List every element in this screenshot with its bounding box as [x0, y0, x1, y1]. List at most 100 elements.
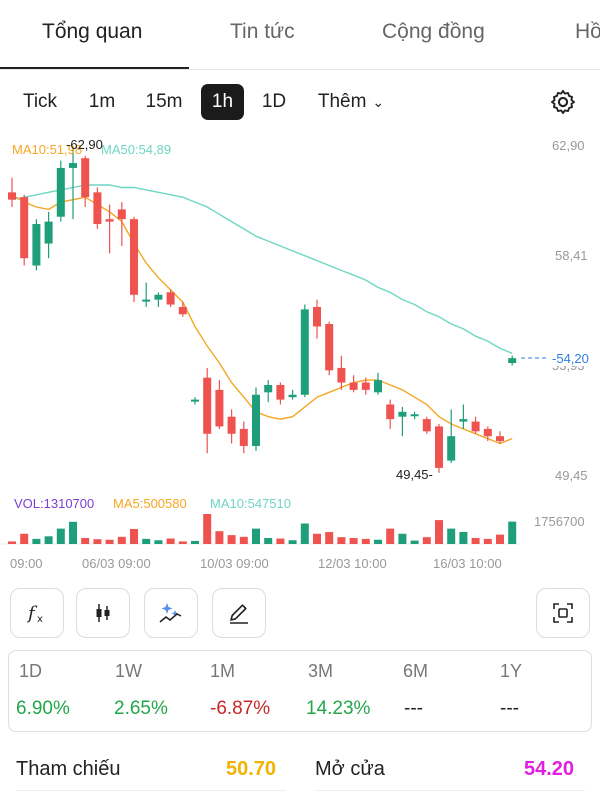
candle: [422, 416, 431, 434]
drawing-tool-button[interactable]: [212, 588, 266, 638]
ai-analysis-button[interactable]: [144, 588, 198, 638]
candle: [435, 424, 443, 473]
candle: [471, 416, 480, 434]
period-label: 1W: [115, 661, 142, 681]
candle-body: [508, 358, 517, 364]
open-price-label: Mở cửa: [315, 758, 385, 780]
volume-bar: [69, 521, 77, 544]
function-icon: f x: [26, 603, 43, 625]
volume-bar: [117, 536, 126, 544]
candle-body: [203, 377, 212, 434]
candle-body: [191, 399, 199, 402]
candle: [166, 289, 175, 307]
candle-body: [422, 419, 431, 432]
candle: [325, 321, 334, 376]
volume-bar: [56, 528, 65, 544]
candle-body: [178, 306, 187, 315]
candle: [32, 219, 41, 271]
tab-news[interactable]: Tin tức: [230, 20, 295, 43]
candle-body: [93, 192, 102, 225]
candle: [337, 355, 346, 390]
candle: [191, 397, 199, 405]
candlestick-icon: [96, 604, 110, 622]
interval-15m[interactable]: 15m: [145, 91, 183, 112]
volume-bar: [20, 533, 29, 544]
volume-bar: [239, 536, 248, 544]
interval-more-label: Thêm: [317, 91, 367, 112]
volume-bar: [130, 528, 138, 544]
divider: [16, 790, 286, 791]
volume-bar: [203, 514, 212, 544]
volume-ma10-label: MA10:547510: [210, 496, 291, 511]
price-axis-tick: 58,41: [555, 248, 588, 263]
period-label: 1D: [19, 661, 43, 681]
volume-bar: [276, 538, 285, 544]
candle: [93, 187, 102, 229]
top-tab-bar: Tổng quan Tin tức Cộng đồng Hồ: [0, 0, 600, 70]
candle-body: [300, 309, 309, 395]
candle: [276, 382, 285, 405]
price-axis-tick: 62,90: [552, 138, 585, 153]
volume-bar: [508, 521, 517, 544]
tab-profile[interactable]: Hồ: [575, 20, 600, 43]
candle: [239, 421, 248, 454]
period-label: 1M: [210, 661, 236, 681]
candle-body: [20, 197, 29, 259]
volume-bar: [361, 538, 370, 544]
candle-body: [374, 380, 382, 393]
volume-bar: [154, 540, 163, 544]
divider: [315, 790, 585, 791]
volume-bar: [325, 532, 334, 544]
volume-bar: [459, 532, 468, 544]
period-change: 6.90%: [16, 698, 70, 719]
candle: [117, 202, 126, 246]
tab-overview[interactable]: Tổng quan: [42, 20, 143, 43]
time-axis-label: 10/03 09:00: [200, 556, 269, 571]
gear-icon[interactable]: [549, 88, 577, 116]
candle: [154, 292, 163, 307]
interval-bar: Tick 1m 15m 1h 1D Thêm ⌄: [0, 80, 600, 124]
interval-more-dropdown[interactable]: Thêm ⌄: [306, 84, 396, 120]
time-axis-label: 06/03 09:00: [82, 556, 151, 571]
candle-body: [264, 384, 273, 393]
volume-bar: [422, 537, 431, 544]
candle: [288, 389, 297, 400]
candle: [264, 380, 273, 403]
performance-panel: 1D 6.90% 1W 2.65% 1M -6.87% 3M 14.23% 6M…: [8, 650, 592, 732]
candle-body: [227, 416, 236, 434]
active-tab-indicator: [0, 67, 189, 69]
candle: [227, 409, 236, 444]
volume-ma5-label: MA5:500580: [113, 496, 187, 511]
fullscreen-button[interactable]: [536, 588, 590, 638]
time-axis-label: 09:00: [10, 556, 43, 571]
candle-body: [337, 367, 346, 383]
chart-type-button[interactable]: [76, 588, 130, 638]
candle-body: [410, 414, 419, 417]
candle: [56, 160, 65, 222]
volume-bar: [435, 520, 443, 544]
candle: [44, 211, 53, 259]
candle-body: [435, 426, 443, 468]
ma50-indicator-label: MA50:54,89: [101, 142, 171, 157]
candle: [300, 304, 309, 398]
candle: [178, 302, 187, 317]
period-change: -6.87%: [210, 698, 271, 719]
volume-bar: [227, 535, 236, 544]
volume-bar: [44, 536, 53, 544]
tab-community[interactable]: Cộng đồng: [382, 20, 485, 43]
candle-body: [56, 167, 65, 217]
volume-bar: [496, 534, 504, 544]
candle: [142, 282, 151, 307]
candle-body: [32, 224, 41, 266]
indicator-function-button[interactable]: f x: [10, 588, 64, 638]
last-price-backdrop: [549, 350, 593, 366]
time-axis-label: 16/03 10:00: [433, 556, 502, 571]
interval-tick[interactable]: Tick: [22, 91, 58, 112]
interval-1d[interactable]: 1D: [261, 91, 287, 112]
interval-1m[interactable]: 1m: [88, 91, 116, 112]
ma10-indicator-label: MA10:51,98: [12, 142, 82, 157]
interval-1h[interactable]: 1h: [201, 84, 244, 120]
candle-body: [130, 219, 138, 295]
price-chart[interactable]: MA10:51,98 MA50:54,89 -62,90 49,45- 62,9…: [0, 128, 600, 578]
volume-bar: [483, 538, 492, 544]
